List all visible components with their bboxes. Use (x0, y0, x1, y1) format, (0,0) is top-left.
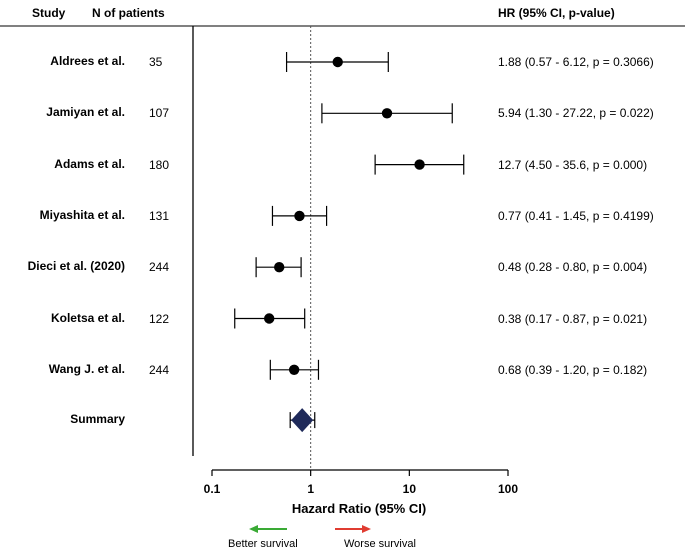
x-axis-title: Hazard Ratio (95% CI) (291, 501, 427, 516)
patient-count: 244 (149, 362, 170, 377)
summary-label: Summary (70, 412, 125, 427)
better-survival-label: Better survival (228, 538, 298, 550)
point-estimate (288, 364, 300, 375)
study-name: Dieci et al. (2020) (27, 259, 125, 274)
point-estimate (332, 56, 343, 68)
hr-value-text: 1.88 (0.57 - 6.12, p = 0.3066) (498, 55, 654, 69)
point-estimate (414, 159, 425, 170)
x-tick-label: 1 (307, 482, 314, 496)
hr-value-text: 0.77 (0.41 - 1.45, p = 0.4199) (498, 208, 654, 223)
hr-value-text: 0.68 (0.39 - 1.20, p = 0.182) (498, 362, 648, 377)
point-estimate (264, 313, 275, 324)
x-tick-label: 100 (497, 482, 519, 496)
patient-count: 131 (149, 208, 170, 223)
worse-survival-label: Worse survival (344, 538, 416, 550)
hr-value-text: 5.94 (1.30 - 27.22, p = 0.022) (498, 106, 654, 121)
study-name: Aldrees et al. (50, 54, 125, 68)
patient-count: 244 (149, 260, 170, 275)
patient-count: 180 (149, 157, 170, 172)
better-survival-arrowhead (249, 525, 258, 533)
study-name: Adams et al. (54, 156, 125, 171)
study-name: Miyashita et al. (39, 207, 125, 222)
study-name: Wang J. et al. (48, 361, 125, 376)
x-tick-label: 0.1 (203, 482, 221, 496)
point-estimate (294, 210, 305, 222)
hr-column-header: HR (95% CI, p-value) (498, 6, 615, 20)
study-name: Koletsa et al. (50, 310, 125, 325)
point-estimate (274, 262, 285, 273)
x-tick-label: 10 (402, 482, 416, 496)
hr-value-text: 0.48 (0.28 - 0.80, p = 0.004) (498, 260, 648, 275)
point-estimate (381, 108, 393, 119)
patient-count: 35 (149, 55, 163, 69)
study-column-header: Study (32, 6, 66, 20)
patient-count: 107 (149, 106, 170, 121)
summary-diamond (291, 408, 314, 433)
hr-value-text: 0.38 (0.17 - 0.87, p = 0.021) (498, 311, 648, 326)
study-name: Jamiyan et al. (46, 105, 125, 120)
patient-count: 122 (149, 311, 170, 326)
worse-survival-arrowhead (362, 525, 371, 533)
n-patients-column-header: N of patients (92, 6, 165, 20)
hr-value-text: 12.7 (4.50 - 35.6, p = 0.000) (498, 157, 648, 172)
